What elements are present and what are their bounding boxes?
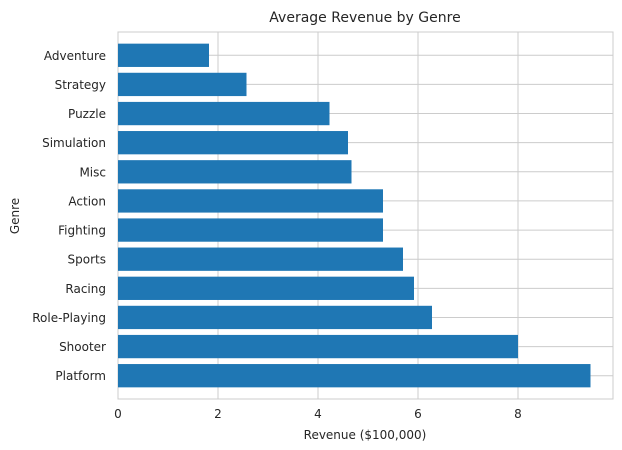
y-tick-label: Racing [65, 282, 106, 296]
x-tick-label: 2 [214, 407, 222, 421]
y-tick-label: Adventure [44, 49, 106, 63]
bar-strategy [118, 72, 247, 97]
x-tick-label: 6 [414, 407, 422, 421]
y-tick-label: Action [68, 194, 106, 208]
bar-sports [118, 247, 403, 271]
x-tick-label: 8 [514, 407, 522, 421]
y-tick-label: Shooter [59, 340, 106, 354]
bar-action [118, 189, 383, 213]
x-tick-labels: 0 2 4 6 8 [114, 407, 522, 421]
bar-role-playing [118, 305, 432, 330]
y-tick-labels: Platform Shooter Role-Playing Racing Sports F… [32, 49, 106, 383]
y-tick-label: Fighting [58, 224, 106, 238]
bar-platform [118, 364, 591, 388]
bar-racing [118, 276, 414, 300]
plot-area-border [117, 31, 614, 400]
y-axis-label: Genre [8, 198, 22, 234]
x-tick-label: 0 [114, 407, 122, 421]
bar-adventure [118, 43, 209, 67]
x-tick-label: 4 [314, 407, 322, 421]
y-tick-label: Misc [79, 165, 106, 179]
chart-title: Average Revenue by Genre [269, 10, 460, 26]
y-tick-label: Sports [68, 253, 106, 267]
bar-simulation [118, 131, 348, 155]
bars [118, 43, 591, 388]
plot-frame [117, 31, 614, 400]
x-axis-label: Revenue ($100,000) [304, 428, 427, 442]
bar-shooter [118, 334, 518, 359]
y-tick-label: Strategy [55, 78, 106, 92]
y-tick-label: Puzzle [68, 107, 106, 121]
y-tick-label: Simulation [42, 136, 106, 150]
bar-fighting [118, 218, 383, 242]
bar-misc [118, 160, 352, 184]
y-tick-label: Role-Playing [32, 311, 106, 325]
y-tick-label: Platform [55, 369, 106, 383]
bar-puzzle [118, 101, 330, 126]
